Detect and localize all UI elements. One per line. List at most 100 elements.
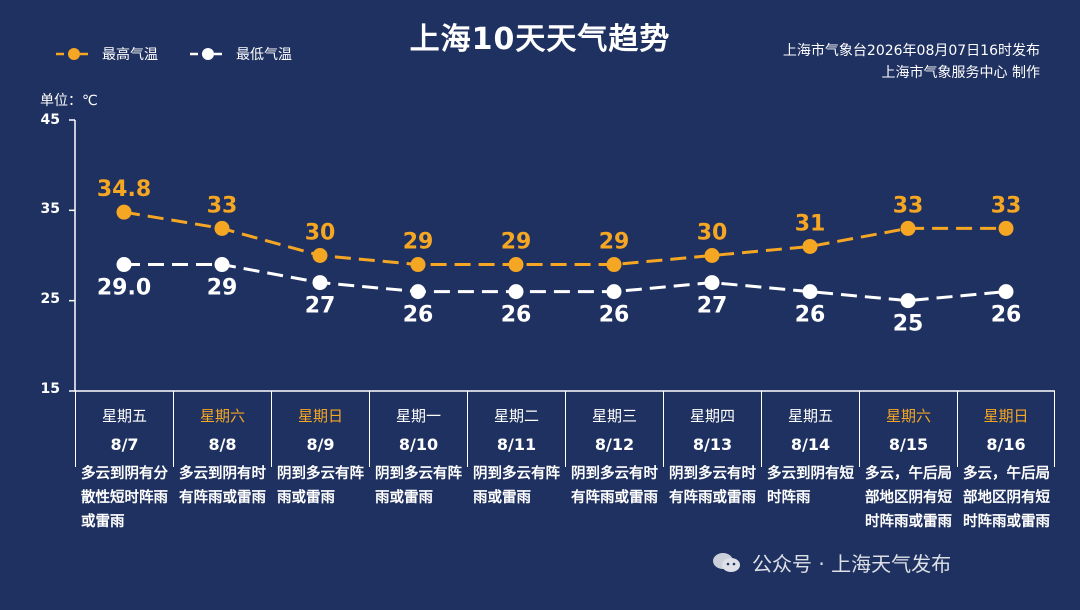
day-header-grid: 星期五 8/7 星期六 8/8 星期日 8/9 星期一 8/10 星期二 8/11 星期三… [75,391,1055,467]
data-label-high: 33 [991,193,1022,218]
day-cell: 星期六 8/8 [173,391,271,467]
date-label: 8/13 [692,435,733,454]
data-label-low: 29.0 [97,276,151,301]
forecast-description: 多云到阴有时有阵雨或雷雨 [179,466,266,506]
weekday-label: 星期五 [787,407,833,425]
data-point-high [704,248,720,263]
data-point-low [116,257,132,273]
date-label: 8/16 [986,435,1026,454]
date-label: 8/8 [208,435,237,454]
data-label-low: 26 [795,303,826,328]
issue-time: 上海市气象台2026年08月07日16时发布 [782,43,1040,59]
data-label-high: 30 [697,221,728,246]
data-point-low [998,284,1014,300]
legend-high-marker [56,48,92,60]
wechat-icon [713,552,740,572]
data-point-low [900,293,916,309]
watermark: 公众号 · 上海天气发布 [712,548,951,577]
legend-high-label: 最高气温 [102,47,158,63]
weekday-label: 星期五 [101,407,147,425]
day-cell: 星期三 8/12 [565,391,663,467]
data-point-high [900,220,916,236]
forecast-description: 阴到多云有阵雨或雷雨 [277,466,364,506]
forecast-description: 阴到多云有阵雨或雷雨 [473,466,560,506]
data-label-high: 29 [599,230,630,255]
day-cell: 星期五 8/7 [75,391,173,467]
day-cell: 星期日 8/9 [271,391,369,467]
forecast-description: 多云到阴有短时阵雨 [767,466,854,506]
y-tick-label: 35 [40,201,60,217]
y-tick-label: 15 [40,381,60,397]
weekday-label: 星期一 [395,407,441,425]
data-label-high: 31 [795,211,826,236]
weekday-label: 星期二 [493,407,539,425]
data-point-high [998,220,1014,236]
data-label-low: 29 [207,276,238,301]
date-label: 8/7 [110,435,139,454]
data-point-high [606,257,622,273]
data-label-low: 26 [599,303,630,328]
chart-title: 上海10天天气趋势 [409,22,671,57]
data-point-low [410,284,426,300]
y-tick-label: 45 [40,112,60,128]
watermark-text: 公众号 · 上海天气发布 [752,552,952,576]
series-line-high [123,210,1006,267]
issuer-info: 上海市气象台2026年08月07日16时发布 上海市气象服务中心 制作 [783,40,1040,84]
data-point-low [606,284,622,300]
data-label-low: 25 [893,312,924,337]
data-point-low [704,275,720,291]
weekday-label: 星期日 [297,407,343,425]
data-point-high [410,257,426,273]
data-label-high: 34.8 [97,177,151,202]
series-line-low [124,263,1007,303]
day-cell: 星期四 8/13 [663,391,761,467]
forecast-description-row: 多云到阴有分散性短时阵雨或雷雨 多云到阴有时有阵雨或雷雨 阴到多云有阵雨或雷雨 … [75,462,1055,534]
date-label: 8/12 [594,435,635,454]
forecast-description: 阴到多云有时有阵雨或雷雨 [571,466,658,506]
data-label-low: 27 [305,294,336,319]
data-point-high [802,238,818,254]
day-cell: 星期二 8/11 [467,391,565,467]
y-unit-label: 单位：℃ [40,93,98,109]
data-label-low: 26 [501,303,532,328]
day-cell: 星期五 8/14 [761,391,859,467]
date-label: 8/11 [496,435,537,454]
day-cell: 星期一 8/10 [369,391,467,467]
weekday-label: 星期四 [689,407,735,425]
weekday-label: 星期三 [591,407,637,425]
date-label: 8/15 [888,435,929,454]
data-label-low: 26 [991,303,1022,328]
weekday-label: 星期日 [983,407,1029,425]
data-label-high: 33 [893,193,924,218]
data-point-low [312,275,328,291]
data-label-high: 30 [305,221,336,246]
data-point-high [116,204,132,220]
day-cell: 星期六 8/15 [859,391,957,467]
legend-low-label: 最低气温 [236,47,292,63]
forecast-description: 阴到多云有时有阵雨或雷雨 [669,466,756,506]
date-label: 8/14 [790,435,831,454]
data-point-low [214,257,230,273]
data-point-low [802,284,818,300]
weekday-label: 星期六 [199,407,245,425]
date-label: 8/10 [398,435,439,454]
producer: 上海市气象服务中心 制作 [881,65,1040,81]
forecast-description: 阴到多云有阵雨或雷雨 [375,466,462,506]
y-tick-label: 25 [40,291,60,307]
forecast-description: 多云，午后局部地区阴有短时阵雨或雷雨 [865,466,952,530]
legend-item-high: 最高气温 [54,44,158,64]
forecast-description: 多云，午后局部地区阴有短时阵雨或雷雨 [963,466,1050,530]
legend: 最高气温 最低气温 [54,44,322,64]
data-point-high [214,220,230,236]
data-label-high: 29 [501,230,532,255]
data-point-high [312,248,328,263]
data-point-high [508,257,524,273]
forecast-description: 多云到阴有分散性短时阵雨或雷雨 [81,466,168,530]
data-label-low: 26 [403,303,434,328]
data-point-low [508,284,524,300]
data-label-low: 27 [697,294,728,319]
legend-item-low: 最低气温 [188,44,292,64]
data-label-high: 33 [207,193,238,218]
data-label-high: 29 [403,230,434,255]
